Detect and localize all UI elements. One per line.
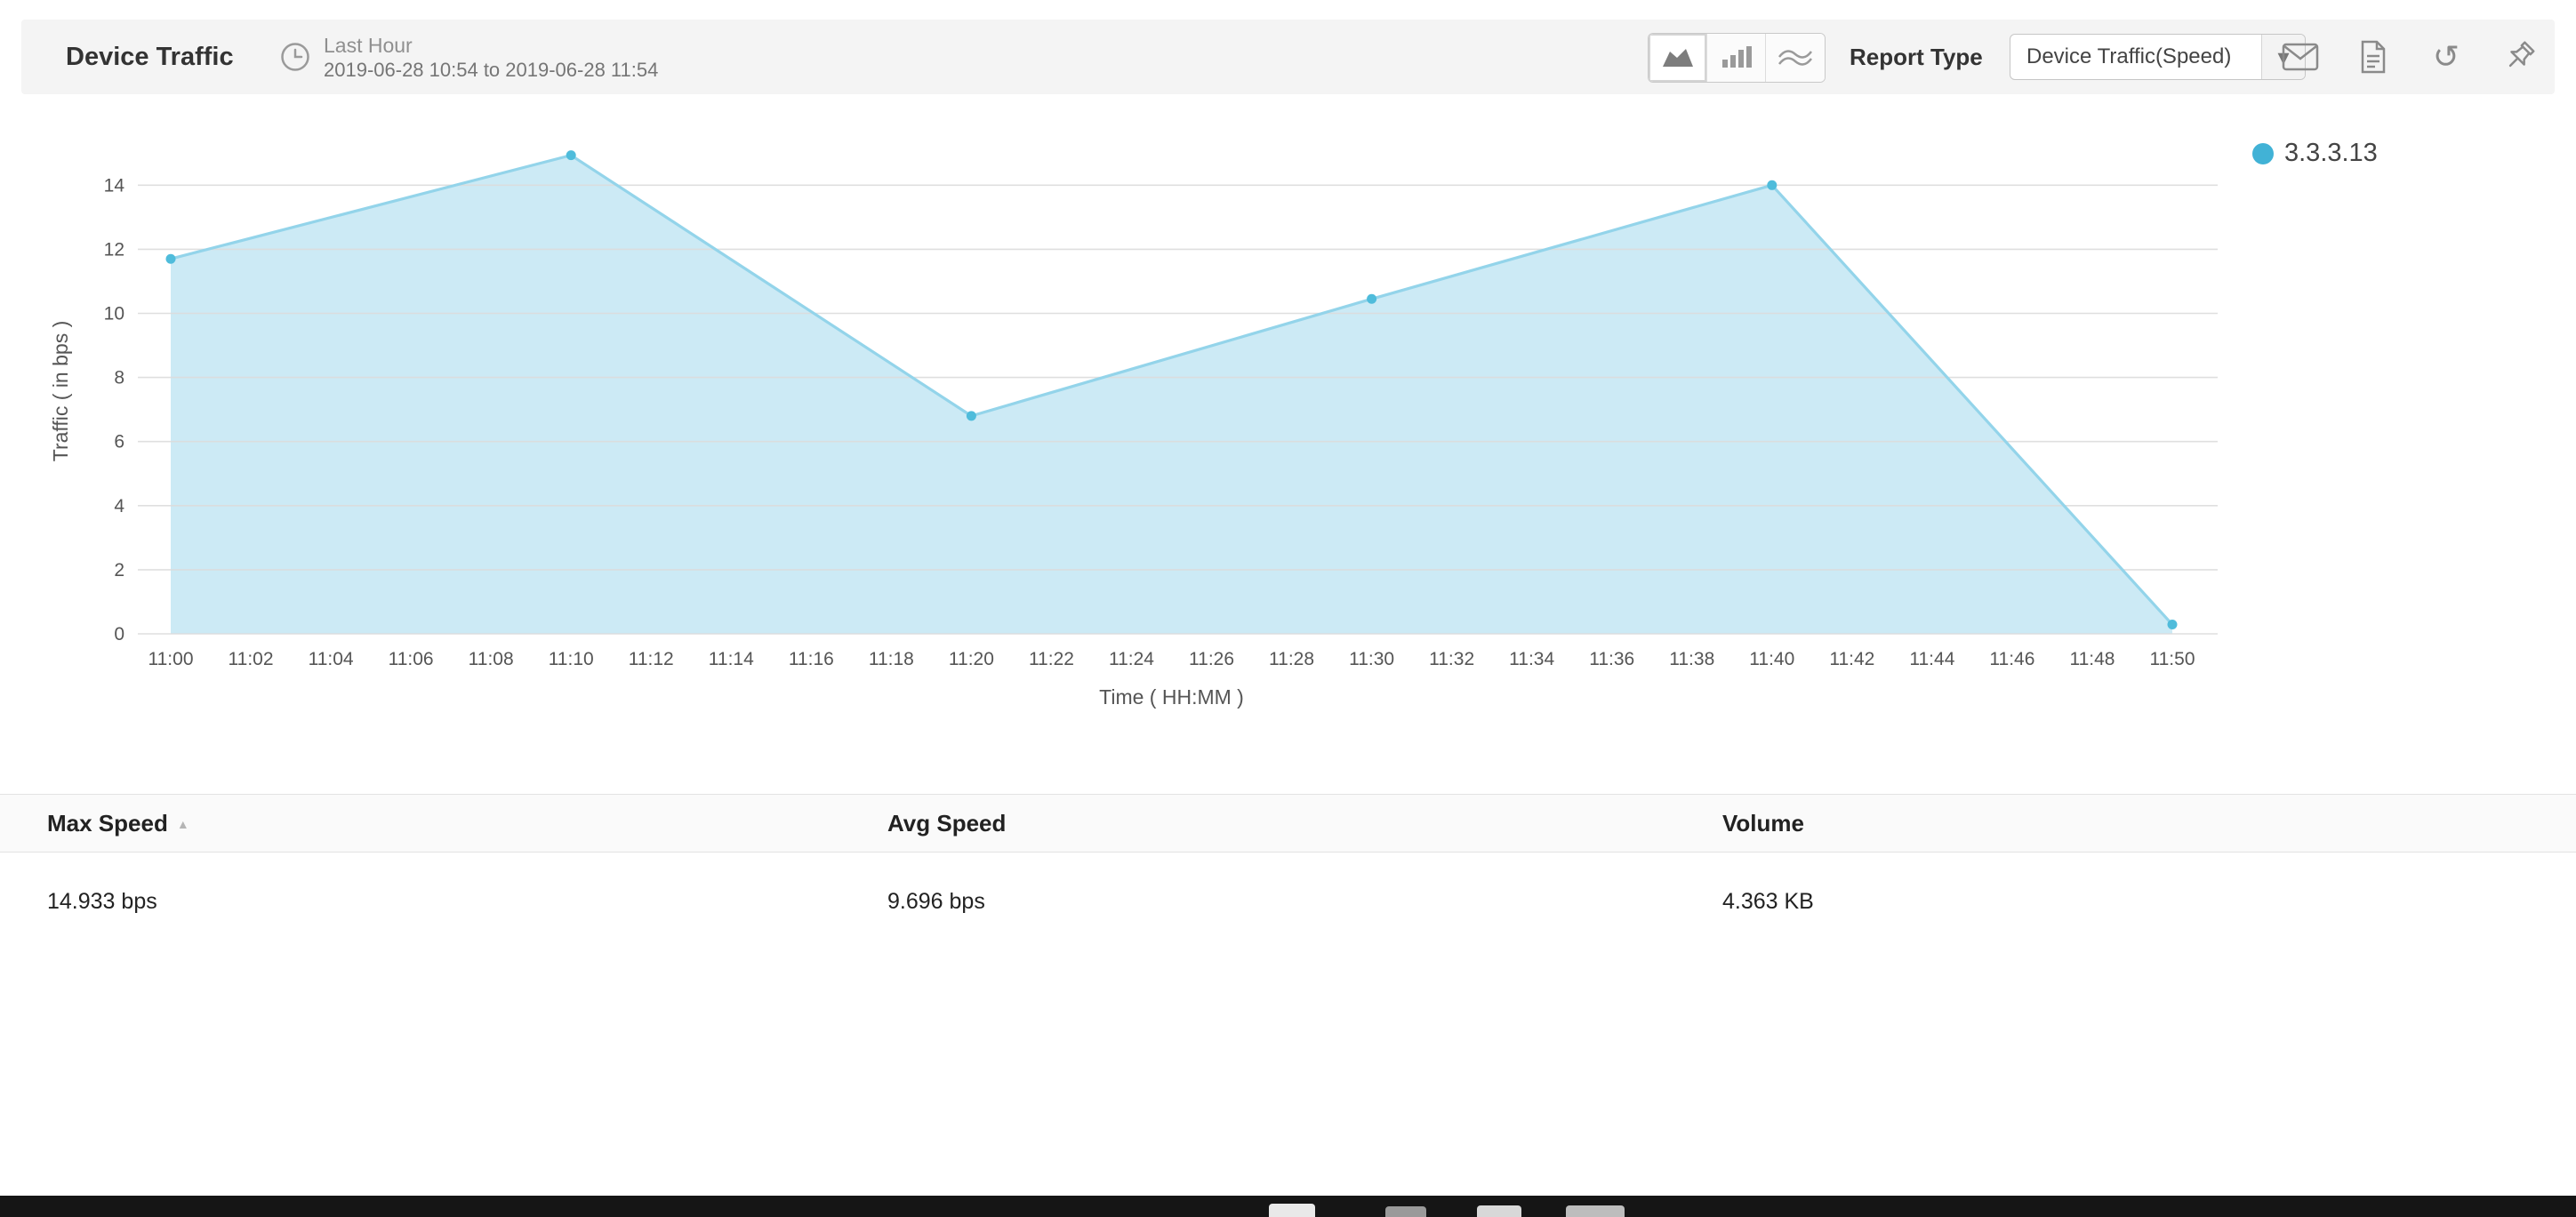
- page-title: Device Traffic: [66, 43, 234, 71]
- legend-label: 3.3.3.13: [2284, 139, 2378, 167]
- svg-text:11:14: 11:14: [709, 649, 754, 669]
- avg-speed-value: 9.696 bps: [887, 889, 985, 914]
- max-speed-value: 14.933 bps: [47, 889, 157, 914]
- svg-text:11:50: 11:50: [2150, 649, 2195, 669]
- svg-text:11:24: 11:24: [1109, 649, 1154, 669]
- email-icon[interactable]: [2281, 37, 2320, 76]
- chart-type-toggle: [1648, 33, 1826, 83]
- svg-text:2: 2: [114, 560, 124, 580]
- legend-dot: [2252, 142, 2274, 164]
- svg-text:11:42: 11:42: [1829, 649, 1874, 669]
- svg-text:11:38: 11:38: [1669, 649, 1714, 669]
- svg-text:8: 8: [114, 368, 124, 388]
- svg-text:11:06: 11:06: [389, 649, 434, 669]
- clock-icon: [277, 39, 313, 75]
- column-header-max-speed[interactable]: Max Speed ▲: [47, 795, 189, 853]
- pdf-export-icon[interactable]: [2354, 37, 2393, 76]
- refresh-icon[interactable]: ↺: [2427, 37, 2466, 76]
- svg-text:11:46: 11:46: [1989, 649, 2034, 669]
- svg-text:11:12: 11:12: [629, 649, 674, 669]
- svg-text:Traffic ( in bps ): Traffic ( in bps ): [49, 321, 72, 461]
- time-range-value: 2019-06-28 10:54 to 2019-06-28 11:54: [324, 58, 659, 81]
- report-type-label: Report Type: [1850, 44, 1983, 70]
- svg-text:11:16: 11:16: [789, 649, 834, 669]
- volume-value: 4.363 KB: [1722, 889, 1814, 914]
- svg-text:10: 10: [104, 304, 124, 324]
- report-type-dropdown[interactable]: Device Traffic(Speed) ▾: [2010, 34, 2306, 80]
- sort-asc-icon: ▲: [176, 817, 189, 831]
- line-chart-icon: [1778, 44, 1813, 72]
- svg-text:11:04: 11:04: [309, 649, 354, 669]
- table-row: 14.933 bps 9.696 bps 4.363 KB: [0, 853, 2576, 950]
- svg-text:14: 14: [104, 175, 125, 196]
- svg-text:11:08: 11:08: [469, 649, 514, 669]
- svg-text:11:28: 11:28: [1269, 649, 1314, 669]
- svg-text:Time ( HH:MM ): Time ( HH:MM ): [1099, 685, 1244, 709]
- svg-text:11:48: 11:48: [2069, 649, 2115, 669]
- svg-text:11:00: 11:00: [148, 649, 194, 669]
- line-chart-button[interactable]: [1766, 34, 1825, 82]
- area-chart-button[interactable]: [1649, 34, 1707, 82]
- svg-text:0: 0: [114, 624, 124, 645]
- svg-text:11:18: 11:18: [869, 649, 914, 669]
- svg-text:11:32: 11:32: [1429, 649, 1474, 669]
- bar-chart-button[interactable]: [1707, 34, 1766, 82]
- dock-icon-fragment[interactable]: [1477, 1205, 1521, 1217]
- chart-legend-item[interactable]: 3.3.3.13: [2252, 139, 2378, 168]
- header-action-icons: ↺: [2281, 20, 2539, 94]
- dock-icon-fragment[interactable]: [1566, 1205, 1625, 1217]
- time-range-label: Last Hour: [324, 33, 413, 57]
- dock-icon-fragment[interactable]: [1269, 1204, 1315, 1217]
- svg-text:11:22: 11:22: [1029, 649, 1074, 669]
- max-speed-label: Max Speed: [47, 810, 168, 837]
- svg-text:4: 4: [114, 496, 124, 516]
- bar-chart-icon: [1719, 44, 1754, 72]
- svg-text:11:02: 11:02: [229, 649, 274, 669]
- svg-text:6: 6: [114, 432, 124, 452]
- refresh-glyph: ↺: [2432, 38, 2460, 75]
- time-range-selector[interactable]: Last Hour 2019-06-28 10:54 to 2019-06-28…: [277, 20, 658, 94]
- area-chart-icon: [1660, 44, 1696, 72]
- svg-text:11:36: 11:36: [1589, 649, 1634, 669]
- summary-table-header: Max Speed ▲ Avg Speed Volume: [0, 794, 2576, 853]
- bottom-dock-strip: [0, 1196, 2576, 1217]
- svg-text:11:26: 11:26: [1189, 649, 1234, 669]
- svg-text:12: 12: [104, 239, 124, 260]
- report-header: Device Traffic Last Hour 2019-06-28 10:5…: [21, 20, 2555, 94]
- dock-icon-fragment[interactable]: [1385, 1206, 1426, 1217]
- svg-text:11:44: 11:44: [1909, 649, 1954, 669]
- pin-icon[interactable]: [2500, 37, 2539, 76]
- svg-text:11:40: 11:40: [1749, 649, 1794, 669]
- report-type-selected-value: Device Traffic(Speed): [2026, 44, 2232, 68]
- traffic-area-chart: 0 2 4 6 8 10 12 14 11:00 11:02 11:04 11:06 11:08 11:1…: [49, 150, 2218, 709]
- column-header-avg-speed[interactable]: Avg Speed: [887, 810, 1007, 837]
- svg-text:11:30: 11:30: [1349, 649, 1394, 669]
- svg-text:11:34: 11:34: [1509, 649, 1554, 669]
- column-header-volume[interactable]: Volume: [1722, 810, 1804, 837]
- svg-text:11:20: 11:20: [949, 649, 994, 669]
- time-range-text: Last Hour 2019-06-28 10:54 to 2019-06-28…: [324, 33, 658, 82]
- svg-text:11:10: 11:10: [549, 649, 594, 669]
